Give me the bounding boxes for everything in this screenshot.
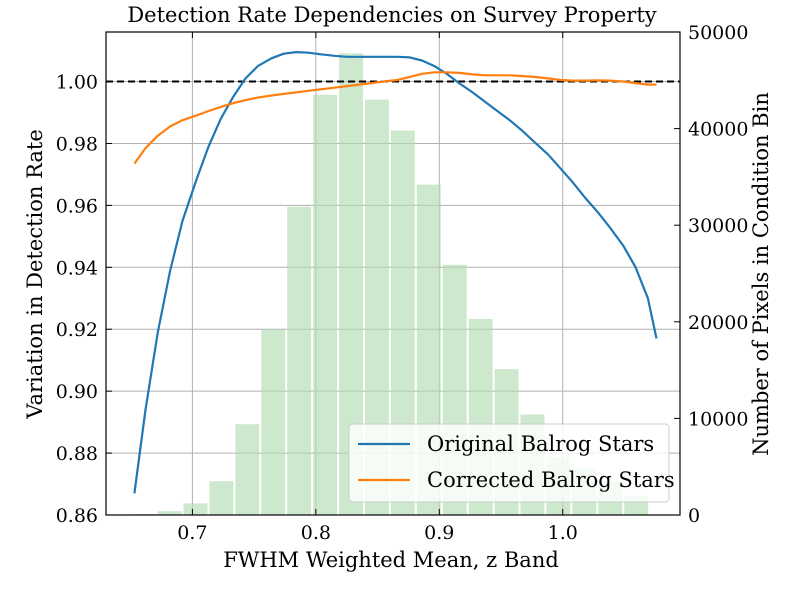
y-tick-label: 0.92 <box>56 319 98 341</box>
y-tick-label: 1.00 <box>56 72 98 94</box>
histogram-bar <box>183 503 208 515</box>
chart-title: Detection Rate Dependencies on Survey Pr… <box>127 3 656 27</box>
histogram-bar <box>390 130 415 516</box>
y-axis-label: Variation in Detection Rate <box>23 129 47 420</box>
y-tick-label: 0.88 <box>56 443 98 465</box>
series-line-1 <box>133 51 658 494</box>
series-line-2 <box>133 71 657 165</box>
y-right-axis-label: Number of Pixels in Condition Bin <box>749 92 773 456</box>
y-right-tick-label: 20000 <box>688 312 748 334</box>
x-tick-label: 0.9 <box>424 522 454 544</box>
histogram-bar <box>261 329 286 515</box>
legend-label: Original Balrog Stars <box>427 432 654 456</box>
y-right-tick-label: 10000 <box>688 408 748 430</box>
y-right-tick-label: 0 <box>688 505 700 527</box>
histogram-bars <box>131 53 649 516</box>
histogram-bar <box>339 53 363 515</box>
y-tick-label: 0.96 <box>56 195 98 217</box>
plot-frame <box>105 31 681 516</box>
y-right-tick-label: 30000 <box>688 215 748 237</box>
y-tick-label: 0.98 <box>56 133 98 155</box>
histogram-bar <box>364 99 389 516</box>
y-tick-label: 0.94 <box>56 257 98 279</box>
legend: Original Balrog Stars Corrected Balrog St… <box>348 423 675 503</box>
x-tick-label: 1.0 <box>548 522 578 544</box>
histogram-bar <box>235 424 260 515</box>
axes: 0.7 0.8 0.9 1.0 0.86 0.88 0.90 0.92 0.94 0.96 0.98… <box>56 22 749 544</box>
legend-label: Corrected Balrog Stars <box>427 468 675 492</box>
y-right-tick-label: 50000 <box>688 22 748 44</box>
x-tick-label: 0.7 <box>177 522 207 544</box>
y-right-tick-label: 40000 <box>688 119 748 141</box>
y-tick-label: 0.86 <box>56 505 98 527</box>
histogram-bar <box>157 511 182 515</box>
x-axis-label: FWHM Weighted Mean, z Band <box>223 548 559 572</box>
histogram-bar <box>313 94 338 515</box>
histogram-bar <box>209 481 234 515</box>
x-tick-label: 0.8 <box>301 522 331 544</box>
y-tick-label: 0.90 <box>56 381 98 403</box>
legend-box <box>348 423 670 503</box>
histogram-bar <box>287 206 312 515</box>
data-lines <box>106 51 680 494</box>
